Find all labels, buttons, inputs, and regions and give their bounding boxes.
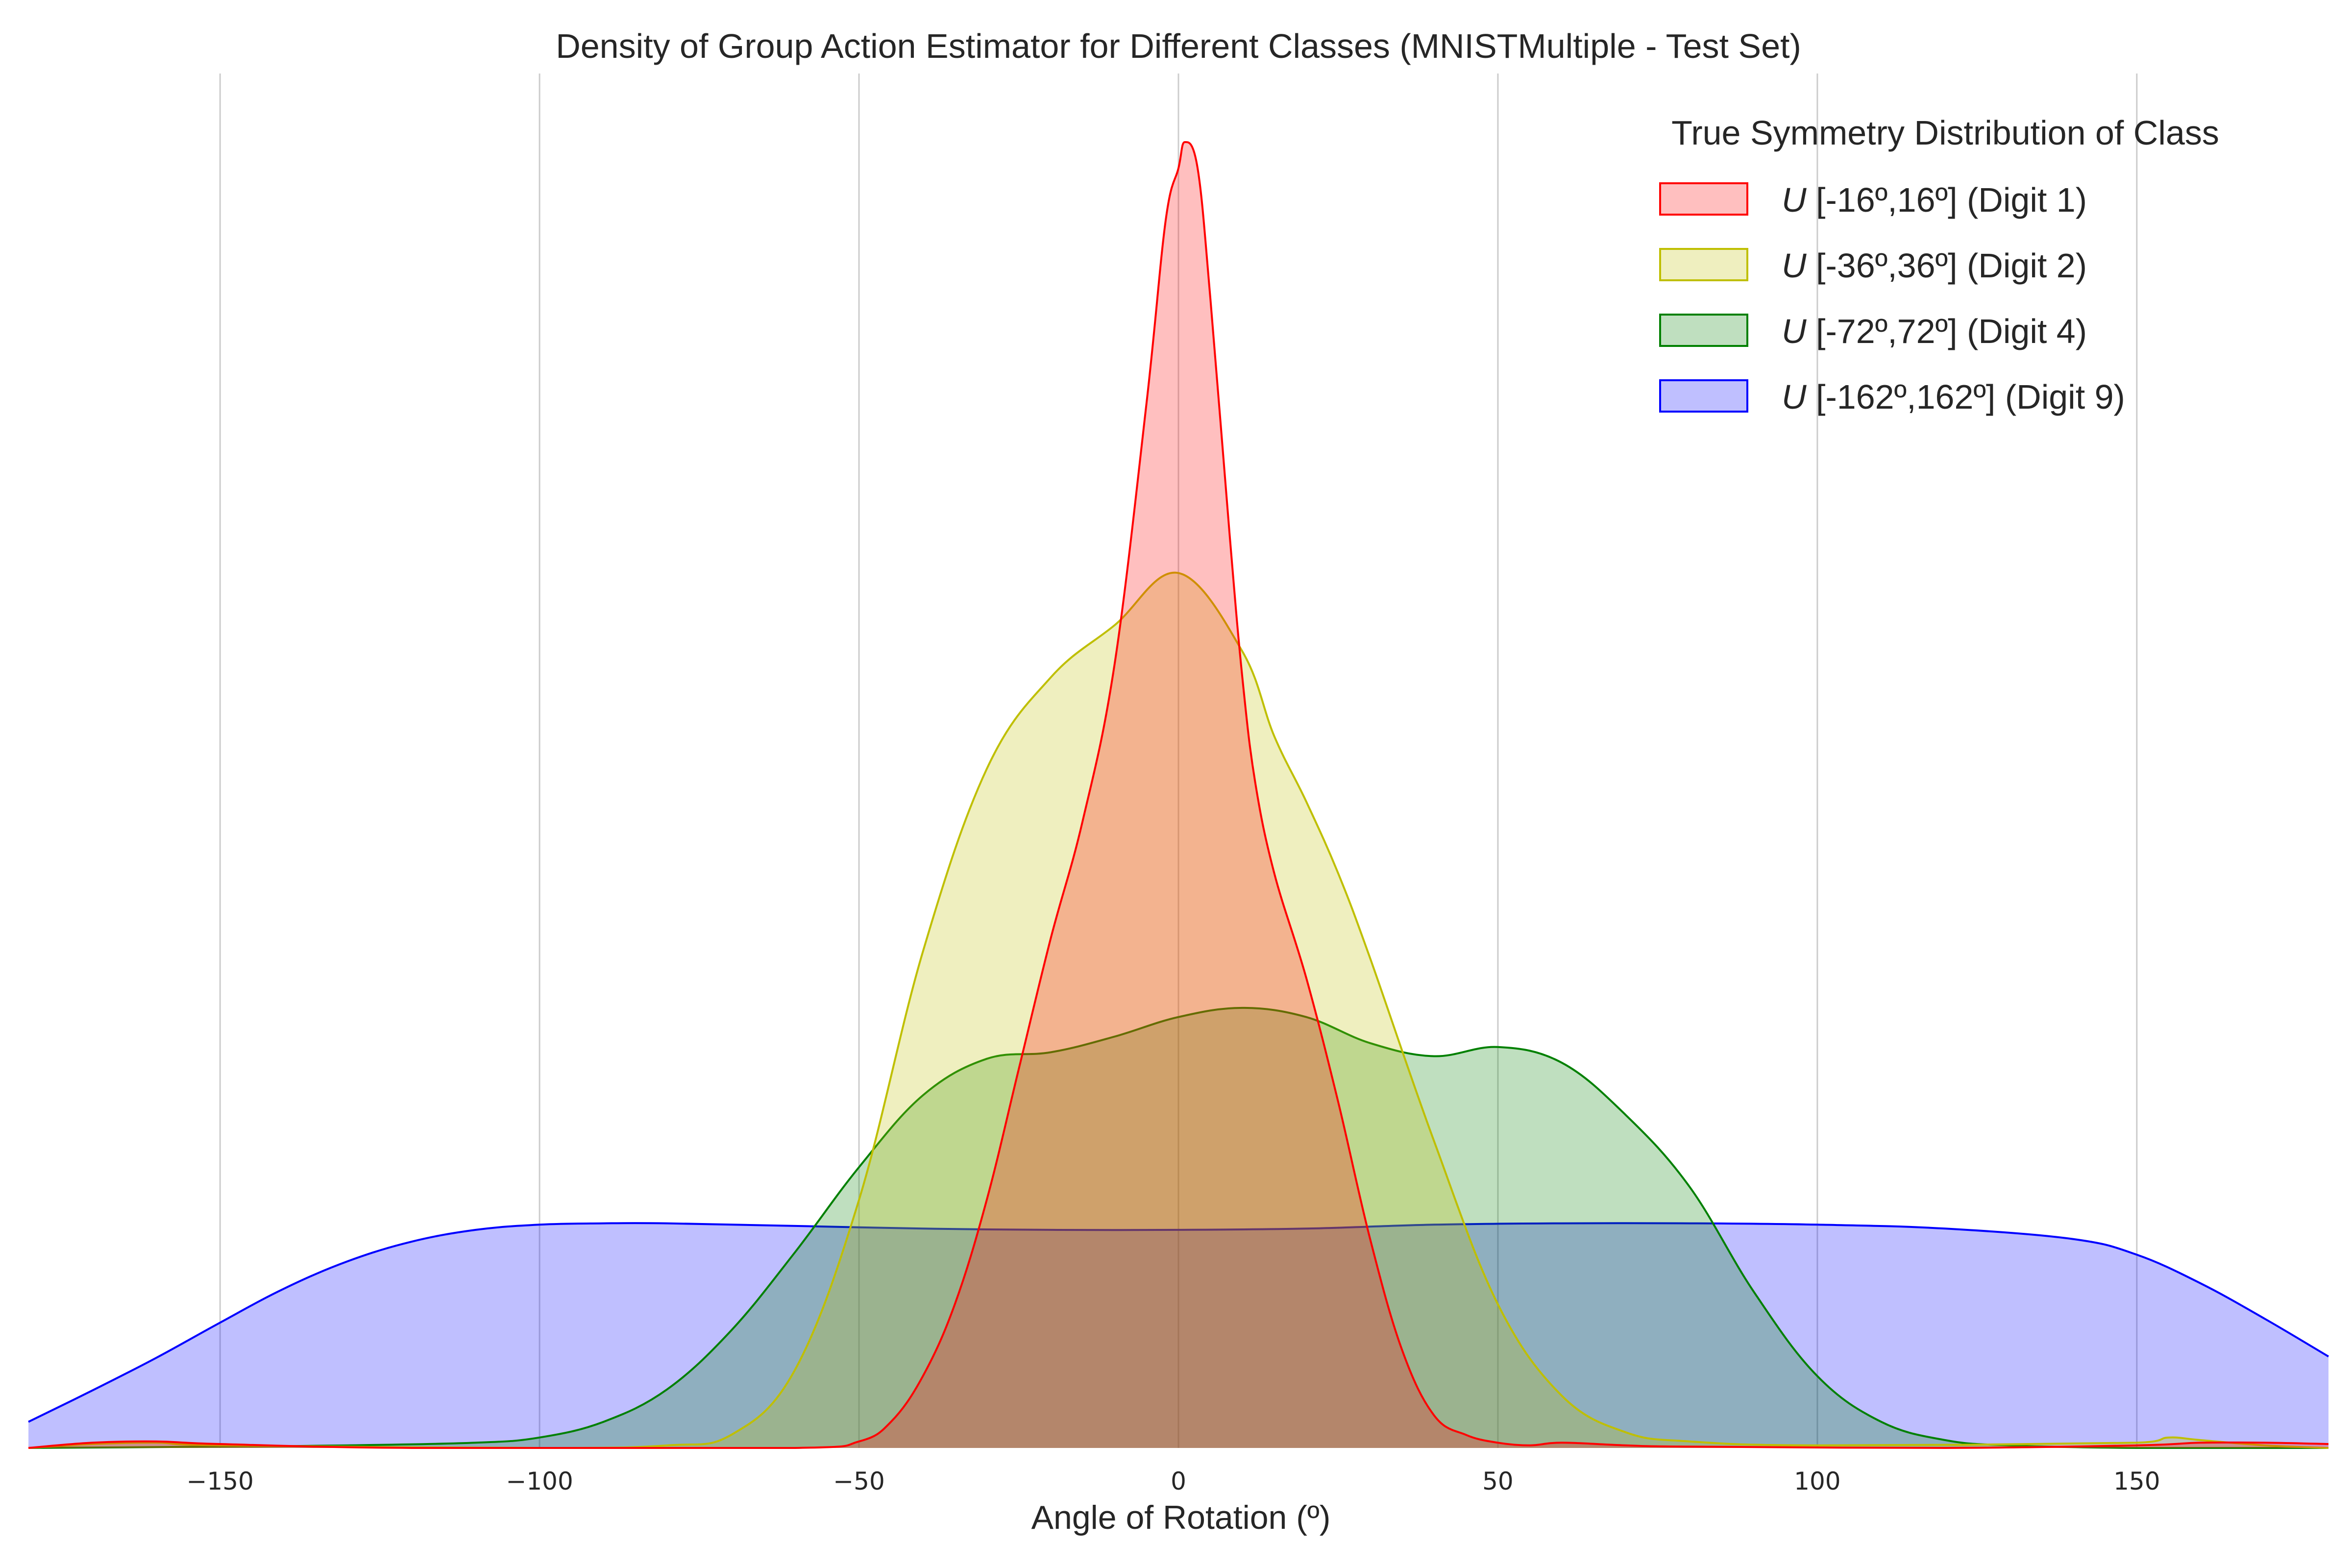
x-tick-label: 100 (1794, 1467, 1840, 1495)
legend-swatch (1659, 182, 1748, 216)
x-tick-label: −100 (506, 1467, 573, 1495)
legend-entry: U [-72º,72º] (Digit 4) (1782, 312, 2087, 350)
legend-swatch (1659, 379, 1748, 413)
legend-title: True Symmetry Distribution of Class (1671, 114, 2219, 152)
x-gridlines (219, 74, 2138, 1448)
area-line-series-0 (28, 1222, 2329, 1423)
density-areas (28, 141, 2329, 1449)
x-tick-label: −50 (833, 1467, 885, 1495)
legend-swatch (1659, 248, 1748, 281)
x-tick-labels: −150 −100 −50 0 50 100 150 (186, 1467, 2160, 1495)
legend-swatch (1659, 314, 1748, 347)
x-tick-label: 50 (1482, 1467, 1514, 1495)
area-fill-series-3 (28, 142, 2328, 1448)
legend-entry: U [-16º,16º] (Digit 1) (1782, 181, 2087, 219)
area-fill-series-1 (28, 1007, 2328, 1448)
x-tick-label: −150 (186, 1467, 253, 1495)
chart-title: Density of Group Action Estimator for Di… (556, 27, 1801, 65)
legend-entry: U [-36º,36º] (Digit 2) (1782, 246, 2087, 285)
x-tick-label: 150 (2113, 1467, 2160, 1495)
area-fill-series-0 (28, 1223, 2328, 1448)
area-fill-series-2 (28, 572, 2328, 1448)
x-axis-label: Angle of Rotation (º) (1031, 1499, 1331, 1536)
area-line-series-1 (28, 1006, 2328, 1449)
area-line-series-3 (28, 141, 2329, 1449)
legend-entry: U [-162º,162º] (Digit 9) (1782, 378, 2125, 416)
legend: True Symmetry Distribution of Class U [-… (1659, 114, 2219, 416)
x-tick-label: 0 (1171, 1467, 1186, 1495)
